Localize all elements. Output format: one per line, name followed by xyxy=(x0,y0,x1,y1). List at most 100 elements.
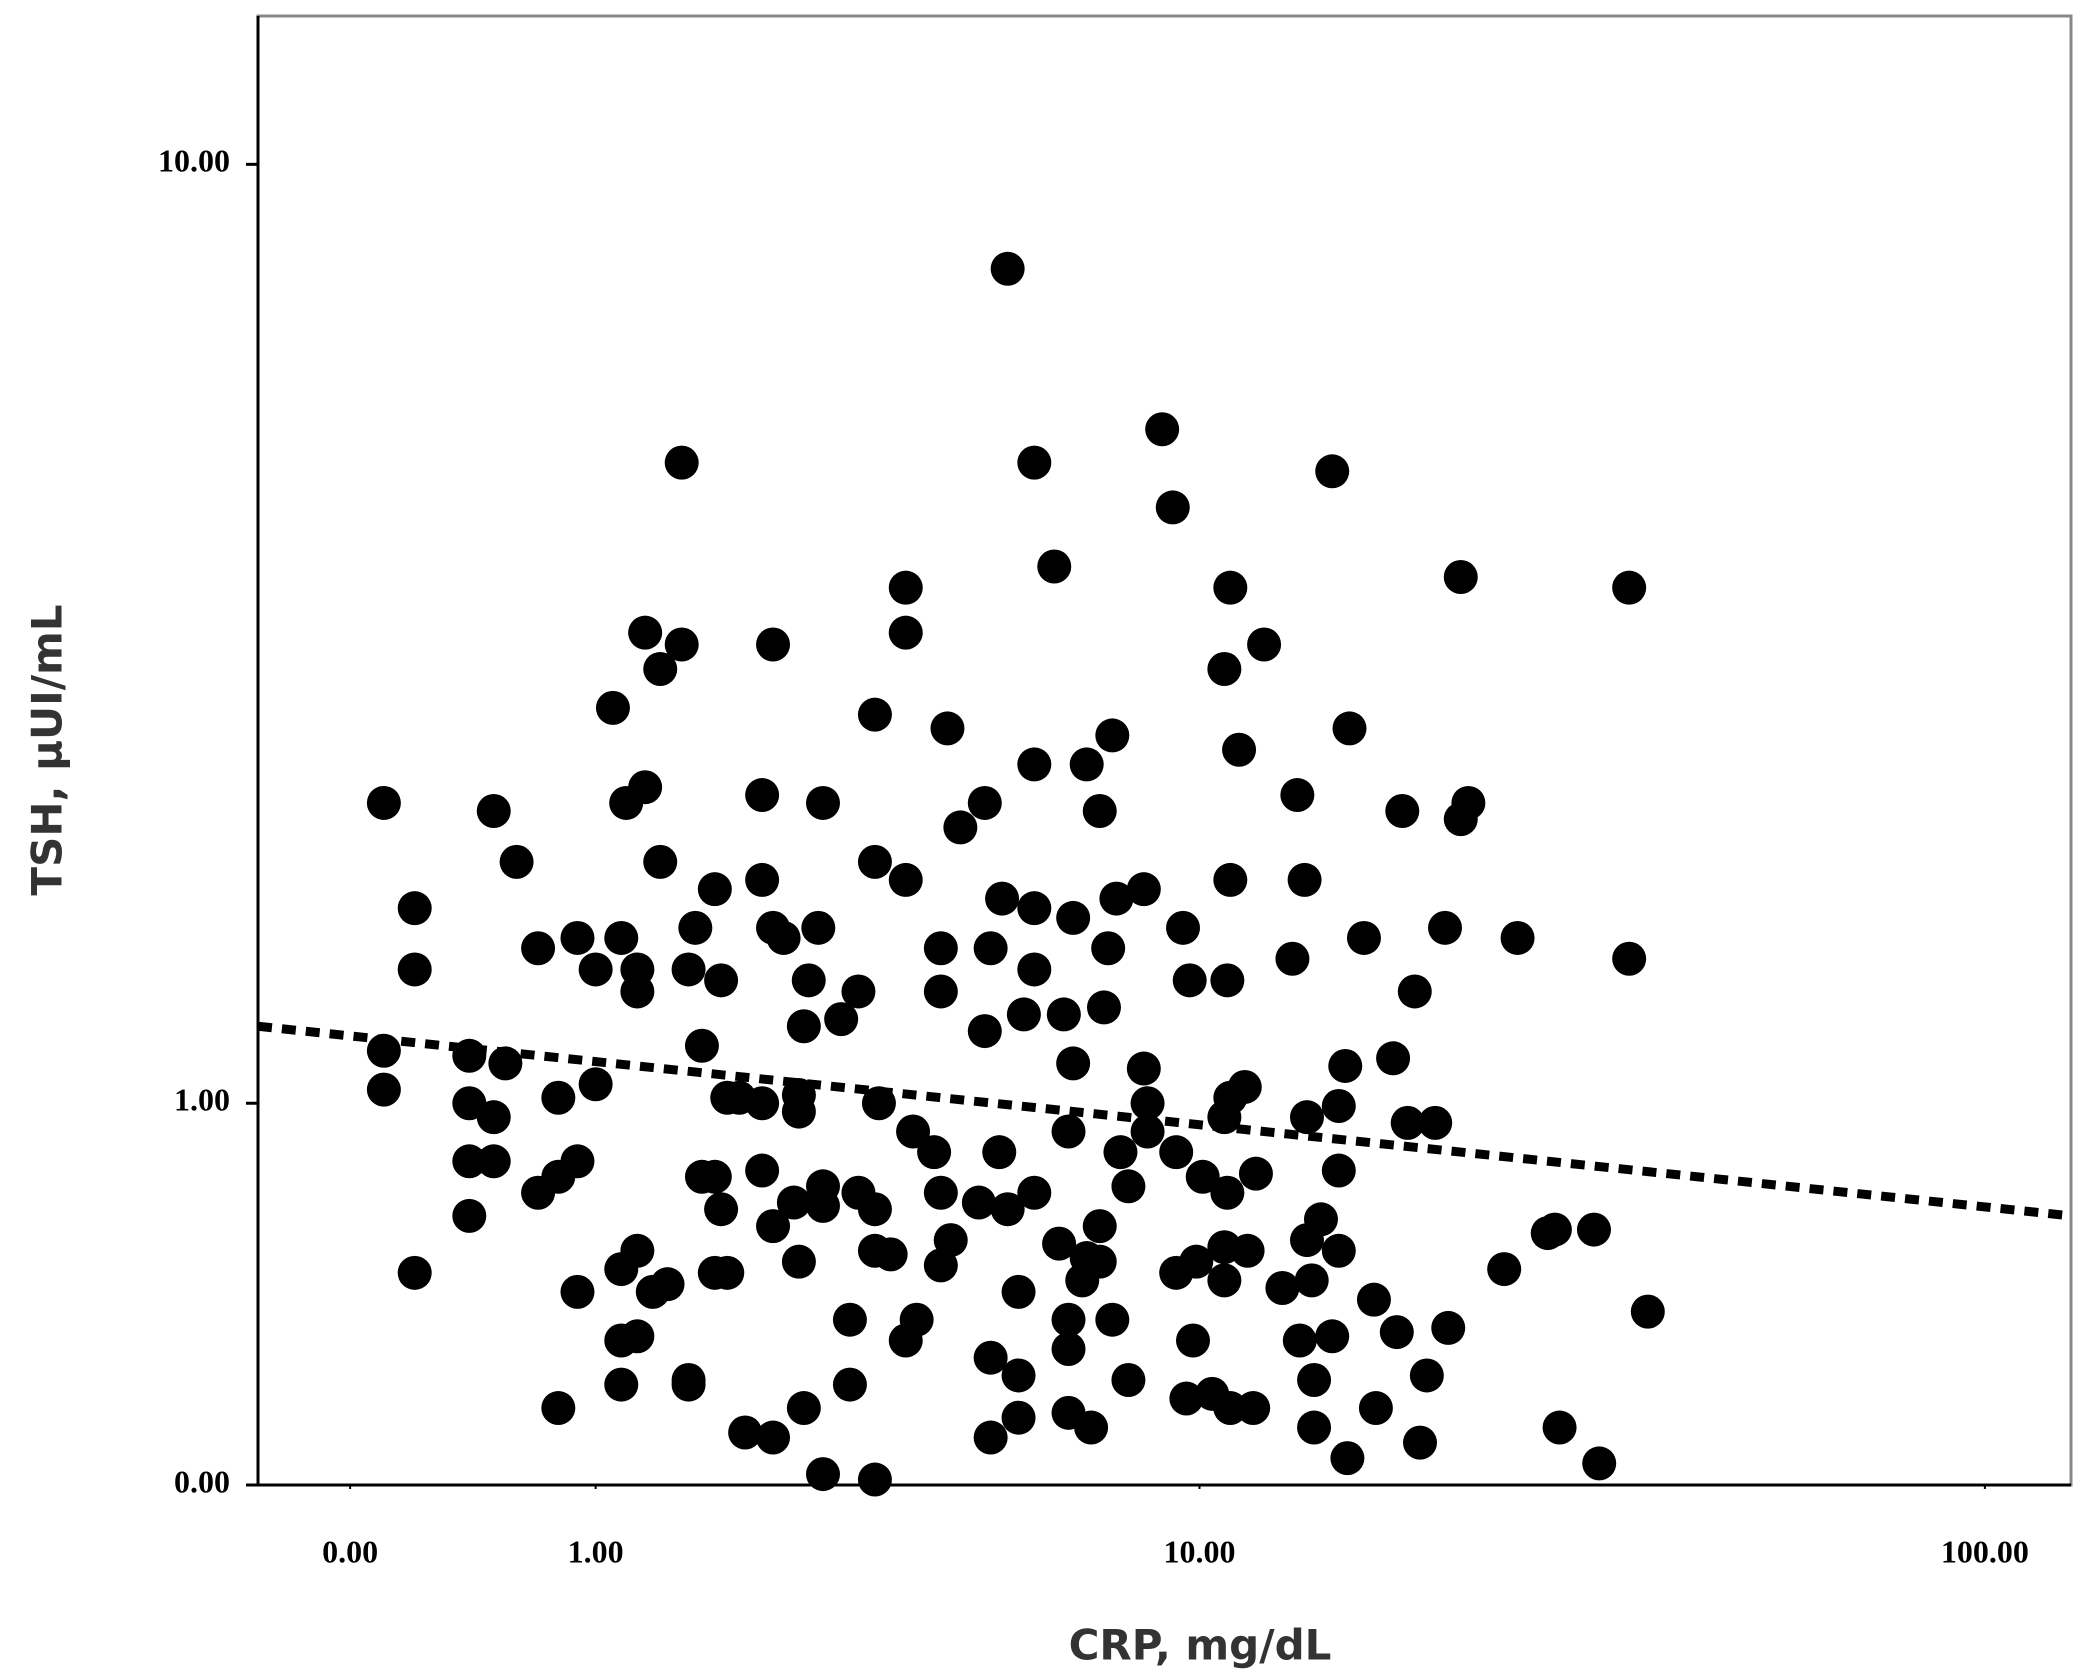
data-point xyxy=(841,974,876,1009)
data-point xyxy=(1431,1310,1466,1345)
data-point xyxy=(476,1100,511,1135)
data-point xyxy=(1082,1209,1117,1244)
data-point xyxy=(1376,1041,1411,1076)
data-point xyxy=(776,1185,811,1220)
y-tick-label: 10.00 xyxy=(158,143,230,179)
data-point xyxy=(1213,862,1248,897)
data-point xyxy=(1315,454,1350,489)
data-point xyxy=(1403,1425,1438,1460)
data-point xyxy=(1409,1358,1444,1393)
data-point xyxy=(541,1391,576,1426)
data-point xyxy=(896,1114,931,1149)
data-point xyxy=(1236,1391,1271,1426)
data-point xyxy=(1175,1323,1210,1358)
data-point xyxy=(806,1188,841,1223)
data-point xyxy=(930,711,965,746)
data-point xyxy=(1130,1086,1165,1121)
data-point xyxy=(961,1185,996,1220)
data-point xyxy=(1321,1233,1356,1268)
data-point xyxy=(756,1420,791,1455)
data-point xyxy=(1095,718,1130,753)
data-point xyxy=(1297,1363,1332,1398)
data-point xyxy=(1576,1212,1611,1247)
data-point xyxy=(1145,412,1180,447)
data-point xyxy=(1017,1175,1052,1210)
data-point xyxy=(857,697,892,732)
data-point xyxy=(1042,1226,1077,1261)
data-point xyxy=(1207,1263,1242,1298)
data-point xyxy=(671,952,706,987)
data-point xyxy=(397,891,432,926)
data-point xyxy=(1069,1241,1104,1276)
y-axis-label: TSH, µUI/mL xyxy=(23,604,72,895)
data-point xyxy=(541,1080,576,1115)
data-point xyxy=(888,615,923,650)
data-point xyxy=(745,1153,780,1188)
data-point xyxy=(1001,1400,1036,1435)
y-tick-label: 0.00 xyxy=(174,1463,230,1499)
data-point xyxy=(1056,900,1091,935)
data-point xyxy=(943,810,978,845)
data-point xyxy=(1321,1153,1356,1188)
data-point xyxy=(933,1223,968,1258)
data-point xyxy=(1126,872,1161,907)
data-point xyxy=(643,844,678,879)
data-point xyxy=(973,1420,1008,1455)
data-point xyxy=(1056,1046,1091,1081)
data-point xyxy=(1297,1410,1332,1445)
data-point xyxy=(678,910,713,945)
data-point xyxy=(990,1192,1025,1227)
data-point xyxy=(756,1209,791,1244)
data-point xyxy=(560,1274,595,1309)
data-point xyxy=(786,1391,821,1426)
data-point xyxy=(781,1244,816,1279)
data-point xyxy=(1282,1323,1317,1358)
data-point xyxy=(745,778,780,813)
data-point xyxy=(973,931,1008,966)
data-point xyxy=(899,1302,934,1337)
data-point xyxy=(1500,920,1535,955)
data-point xyxy=(786,1009,821,1044)
data-point xyxy=(1017,891,1052,926)
data-point xyxy=(1287,862,1322,897)
data-point xyxy=(1166,910,1201,945)
x-tick-label: 100.00 xyxy=(1941,1533,2029,1569)
data-point xyxy=(684,1028,719,1063)
data-point xyxy=(1111,1169,1146,1204)
data-point xyxy=(604,1367,639,1402)
data-point xyxy=(982,1135,1017,1170)
data-point xyxy=(967,1014,1002,1049)
data-point xyxy=(1159,1135,1194,1170)
data-point xyxy=(1207,651,1242,686)
data-point xyxy=(366,1072,401,1107)
data-point xyxy=(1126,1051,1161,1086)
data-point xyxy=(1111,1363,1146,1398)
data-point xyxy=(806,1457,841,1492)
data-point xyxy=(710,1255,745,1290)
data-point xyxy=(1358,1391,1393,1426)
data-point xyxy=(1328,1048,1363,1083)
data-point xyxy=(745,1086,780,1121)
data-point xyxy=(1390,1105,1425,1140)
data-point xyxy=(1001,1274,1036,1309)
data-point xyxy=(1069,747,1104,782)
data-point xyxy=(1315,1319,1350,1354)
data-point xyxy=(1247,627,1282,662)
data-point xyxy=(1582,1446,1617,1481)
data-point xyxy=(1169,1381,1204,1416)
data-point xyxy=(973,1340,1008,1375)
data-point xyxy=(756,627,791,662)
data-point xyxy=(1346,920,1381,955)
data-point xyxy=(1082,793,1117,828)
data-point xyxy=(578,952,613,987)
data-point xyxy=(397,952,432,987)
data-point xyxy=(1051,1332,1086,1367)
data-point xyxy=(1099,881,1134,916)
data-point xyxy=(704,1192,739,1227)
data-point xyxy=(990,251,1025,286)
data-point xyxy=(1001,1358,1036,1393)
data-point xyxy=(985,881,1020,916)
data-point xyxy=(1443,559,1478,594)
data-point xyxy=(476,793,511,828)
